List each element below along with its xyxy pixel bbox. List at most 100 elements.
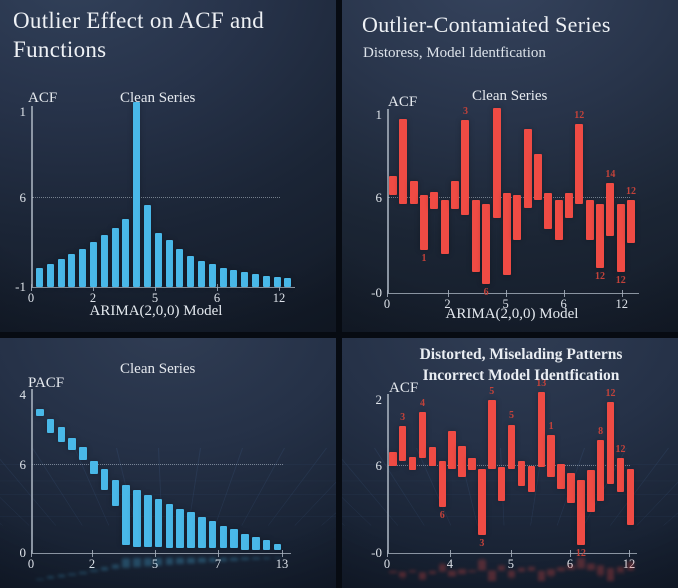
- acf-contaminated-bar: [461, 120, 470, 215]
- pacf-clean-bar: [79, 571, 87, 574]
- x-tick-mark: [217, 550, 219, 557]
- pacf-clean-bar: [68, 437, 76, 451]
- pacf-axis-label: PACF: [28, 375, 65, 391]
- acf-contaminated-bar: [430, 191, 439, 210]
- acf-clean-bar: [57, 259, 65, 287]
- acf-distorted-bar: [567, 473, 575, 503]
- x-tick-label: 2: [88, 557, 96, 571]
- acf-contaminated-bar: [502, 193, 511, 276]
- pacf-clean-bar: [111, 564, 120, 569]
- x-tick-label: 4: [446, 557, 454, 571]
- y-tick-label: 6: [19, 189, 27, 205]
- acf-distorted-bar: [468, 570, 476, 573]
- arima-model-label: ARIMA(2,0,0) Model: [445, 306, 579, 322]
- y-tick-label: -1: [15, 279, 26, 294]
- acf-contaminated-bar: [606, 182, 615, 237]
- acf-distorted-bar: [458, 445, 466, 477]
- acf-contaminated-bar: [399, 118, 408, 204]
- acf-distorted-bar: [418, 412, 427, 459]
- acf-distorted-bar: [587, 563, 595, 571]
- bar-value-label: 14: [605, 168, 616, 180]
- acf-clean-bar: [68, 253, 76, 287]
- x-tick-label: 0: [383, 557, 391, 571]
- x-tick-label: 6: [566, 557, 574, 571]
- acf-contaminated-bar: [627, 200, 636, 244]
- bar-value-label: 12: [615, 444, 626, 456]
- pacf-clean-bar: [57, 426, 66, 443]
- bar-value-label: 4: [419, 398, 425, 410]
- acf-contaminated-bar: [440, 200, 449, 254]
- pacf-clean-bar: [36, 409, 44, 416]
- acf-clean-bar: [111, 227, 119, 287]
- bar-value-label: 3: [400, 412, 406, 424]
- pacf-clean-bar: [187, 511, 195, 549]
- acf-contaminated-bar: [409, 180, 418, 204]
- acf-distorted-bar: [428, 570, 437, 574]
- acf-clean-bar: [46, 264, 54, 287]
- acf-contaminated-bar: [471, 200, 480, 272]
- acf-distorted-bar: [448, 430, 456, 469]
- acf-distorted-bar: [488, 400, 496, 469]
- bar-value-label: 12: [595, 271, 605, 283]
- y-tick-label: 4: [19, 387, 27, 402]
- acf-clean-bar: [273, 277, 281, 287]
- bar-value-label: 1: [548, 421, 554, 433]
- bar-value-label: 5: [509, 578, 515, 580]
- acf-clean-bar: [187, 255, 195, 287]
- x-tick-mark: [449, 550, 451, 557]
- x-tick-label: 13: [275, 557, 289, 571]
- x-axis-line: [387, 292, 639, 294]
- pacf-clean-bar: [90, 461, 98, 474]
- pacf-clean-bar: [122, 485, 130, 546]
- acf-distorted-bar: [497, 467, 506, 501]
- bar-value-label: 5: [489, 386, 495, 397]
- pacf-clean-bar: [252, 537, 260, 550]
- acf-clean-bar: [208, 264, 216, 287]
- bars-group: [31, 395, 291, 553]
- x-tick-label: 12: [622, 557, 636, 571]
- pacf-clean-bar: [208, 521, 217, 549]
- x-tick-label: 5: [502, 297, 509, 311]
- acf-distorted-plot: 26-0045612346355131128121234635513112812…: [371, 378, 637, 581]
- acf-distorted-bar: [478, 559, 486, 571]
- pacf-clean-bar: [111, 480, 120, 506]
- pacf-clean-bar: [176, 557, 184, 565]
- bar-value-label: 8: [598, 425, 604, 437]
- acf-distorted-bar: [537, 570, 545, 581]
- pacf-clean-bar: [36, 578, 44, 581]
- clean-series-title: Clean Series: [120, 361, 196, 377]
- x-tick-mark: [279, 284, 280, 291]
- acf-clean-bar: [133, 101, 141, 287]
- acf-distorted-bar: [418, 572, 427, 580]
- acf-contaminated-bar: [482, 204, 491, 285]
- acf-contaminated-bar: [596, 204, 604, 269]
- acf-clean-bar: [176, 248, 184, 287]
- acf-distorted-bar: [587, 470, 595, 512]
- bar-value-label: 3: [400, 577, 406, 580]
- acf-contaminated-bar: [492, 107, 501, 219]
- distorted-heading-line1: Distorted, Miselading Patterns: [419, 346, 623, 363]
- acf-distorted-bar: [389, 452, 397, 466]
- acf-axis-label: ACF: [28, 90, 58, 106]
- x-tick-mark: [505, 290, 507, 297]
- x-tick-label: 12: [615, 297, 628, 311]
- y-tick-label: 0: [19, 545, 27, 560]
- acf-clean-bar: [122, 218, 130, 287]
- bar-value-label: 12: [626, 186, 637, 198]
- acf-clean-bar: [154, 232, 162, 287]
- x-tick-mark: [629, 550, 630, 557]
- distorted-heading-line2: Incorrect Model Identfication: [422, 367, 620, 385]
- x-tick-mark: [569, 550, 571, 557]
- bar-value-label: 12: [615, 274, 626, 286]
- pacf-clean-plot: 4 6 0 0 2 5 7 13: [20, 387, 291, 581]
- pacf-clean-bar: [46, 576, 55, 579]
- acf-axis-label: ACF: [388, 94, 418, 110]
- acf-distorted-bar: [557, 464, 565, 489]
- bar-value-label: 1: [548, 576, 554, 579]
- acf-contaminated-plot: 1 6 -0 0 2 5 6 12 1 3 6 12 12 14 12 12: [371, 106, 639, 311]
- acf-distorted-bar: [527, 465, 536, 492]
- bar-value-label: 8: [598, 575, 604, 578]
- arima-model-label: ARIMA(2,0,0) Model: [89, 303, 223, 319]
- x-tick-label: 5: [507, 557, 515, 571]
- y-tick-label: 6: [375, 457, 383, 473]
